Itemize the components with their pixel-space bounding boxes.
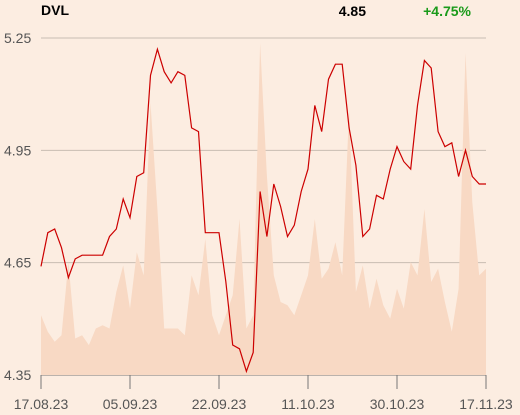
x-tick-label: 05.09.23 bbox=[103, 396, 158, 412]
x-tick-label: 30.10.23 bbox=[370, 396, 425, 412]
x-tick-label: 17.11.23 bbox=[459, 396, 513, 412]
last-price: 4.85 bbox=[339, 3, 366, 19]
x-tick-label: 17.08.23 bbox=[14, 396, 69, 412]
price-change: +4.75% bbox=[423, 3, 471, 19]
ticker-symbol: DVL bbox=[41, 2, 69, 18]
y-tick-label: 5.25 bbox=[4, 30, 31, 46]
x-axis-ticks: 17.08.23 05.09.23 22.09.23 11.10.23 30.10.23… bbox=[14, 375, 513, 412]
volume-area bbox=[41, 43, 486, 375]
y-tick-label: 4.95 bbox=[4, 142, 31, 158]
x-tick-label: 22.09.23 bbox=[192, 396, 247, 412]
price-line bbox=[40, 46, 486, 374]
x-tick-label: 11.10.23 bbox=[281, 396, 335, 412]
y-axis-ticks: 5.25 4.95 4.65 4.35 bbox=[4, 30, 31, 383]
y-tick-label: 4.65 bbox=[4, 255, 31, 271]
y-tick-label: 4.35 bbox=[4, 367, 31, 383]
